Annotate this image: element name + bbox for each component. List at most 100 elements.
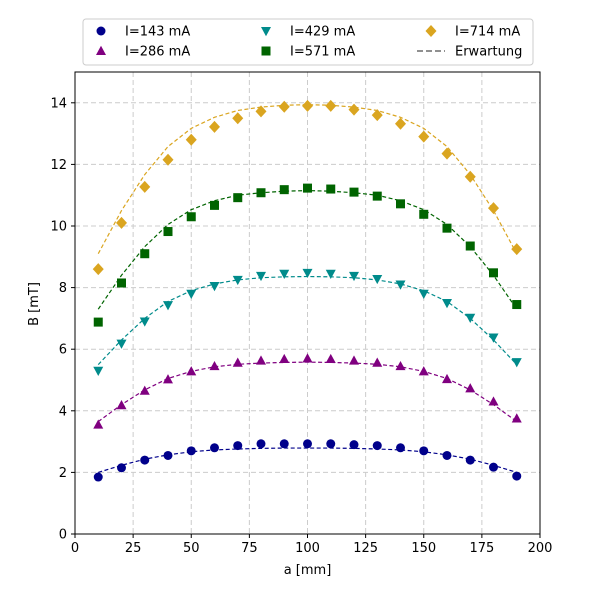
data-point bbox=[139, 385, 150, 395]
x-tick-label: 25 bbox=[125, 541, 142, 556]
legend-label: I=571 mA bbox=[290, 45, 355, 60]
data-point bbox=[302, 268, 313, 279]
legend-marker bbox=[425, 25, 437, 37]
data-markers bbox=[92, 99, 523, 482]
data-point bbox=[488, 396, 499, 406]
data-point bbox=[326, 184, 336, 194]
data-point bbox=[395, 360, 406, 371]
data-point bbox=[511, 243, 523, 256]
data-point bbox=[163, 301, 173, 311]
data-point bbox=[488, 202, 499, 215]
x-tick-label: 100 bbox=[295, 541, 320, 556]
data-point bbox=[349, 440, 359, 450]
data-point bbox=[116, 216, 127, 229]
data-point bbox=[441, 147, 453, 160]
data-point bbox=[325, 99, 337, 112]
data-point bbox=[465, 383, 476, 393]
series-1 bbox=[93, 439, 522, 482]
data-point bbox=[465, 455, 475, 465]
data-point bbox=[442, 223, 452, 233]
legend-marker bbox=[261, 27, 271, 37]
legend-label: I=429 mA bbox=[290, 25, 355, 40]
data-point bbox=[396, 443, 405, 453]
data-point bbox=[186, 289, 197, 299]
data-point bbox=[209, 282, 220, 292]
data-point bbox=[186, 366, 197, 376]
data-point bbox=[302, 99, 313, 112]
y-axis: 0 2 4 6 8 10 12 14 bbox=[50, 96, 75, 543]
data-point bbox=[139, 317, 150, 327]
y-tick-label: 8 bbox=[59, 281, 67, 296]
data-point bbox=[489, 462, 498, 472]
data-point bbox=[139, 180, 151, 193]
data-point bbox=[371, 109, 383, 122]
data-point bbox=[303, 439, 312, 449]
legend: I=143 mA I=286 mA I=429 mA I=571 mA I=714 mA… bbox=[82, 18, 534, 66]
data-point bbox=[256, 188, 266, 198]
data-point bbox=[372, 441, 382, 451]
data-point bbox=[256, 271, 266, 282]
data-point bbox=[511, 358, 522, 368]
x-tick-label: 0 bbox=[71, 541, 79, 556]
data-point bbox=[92, 263, 104, 276]
data-point bbox=[325, 269, 336, 279]
x-tick-label: 200 bbox=[528, 541, 553, 556]
data-point bbox=[442, 450, 452, 460]
y-axis-label: B [mT] bbox=[27, 282, 42, 326]
data-point bbox=[279, 269, 290, 279]
grid bbox=[75, 72, 540, 534]
series-4 bbox=[93, 183, 522, 327]
legend-marker bbox=[261, 46, 271, 56]
data-point bbox=[185, 133, 197, 146]
data-point bbox=[256, 439, 266, 449]
x-tick-label: 175 bbox=[469, 541, 494, 556]
data-point bbox=[93, 366, 104, 376]
data-point bbox=[489, 268, 498, 278]
data-point bbox=[232, 357, 243, 367]
data-point bbox=[349, 187, 359, 197]
data-point bbox=[326, 439, 336, 449]
data-point bbox=[372, 274, 383, 285]
data-point bbox=[511, 413, 522, 423]
data-point bbox=[162, 153, 174, 166]
x-tick-label: 150 bbox=[411, 541, 436, 556]
data-point bbox=[419, 209, 429, 219]
legend-label: I=143 mA bbox=[125, 25, 190, 40]
y-tick-label: 4 bbox=[59, 404, 67, 419]
x-tick-label: 75 bbox=[241, 541, 258, 556]
data-point bbox=[349, 271, 359, 282]
data-point bbox=[349, 355, 359, 365]
data-point bbox=[163, 450, 173, 460]
legend-box bbox=[82, 18, 534, 66]
data-point bbox=[442, 299, 452, 309]
data-point bbox=[163, 374, 173, 384]
data-point bbox=[116, 400, 127, 410]
data-point bbox=[465, 241, 475, 251]
x-tick-label: 50 bbox=[183, 541, 200, 556]
y-tick-label: 10 bbox=[50, 220, 67, 235]
series-2 bbox=[93, 353, 522, 429]
data-point bbox=[93, 472, 103, 482]
y-tick-label: 12 bbox=[50, 158, 67, 173]
data-point bbox=[372, 191, 382, 201]
legend-label: I=714 mA bbox=[455, 25, 520, 40]
data-point bbox=[279, 439, 289, 449]
data-point bbox=[512, 300, 522, 310]
data-point bbox=[233, 193, 243, 203]
data-point bbox=[279, 353, 290, 364]
data-point bbox=[325, 353, 336, 364]
data-point bbox=[117, 278, 126, 288]
y-tick-label: 6 bbox=[59, 343, 67, 358]
data-point bbox=[396, 199, 405, 209]
legend-marker bbox=[96, 45, 106, 55]
data-point bbox=[442, 373, 452, 384]
data-point bbox=[210, 443, 219, 453]
y-tick-label: 14 bbox=[50, 96, 67, 111]
data-point bbox=[232, 275, 243, 286]
series-5 bbox=[92, 99, 523, 276]
data-point bbox=[140, 455, 150, 465]
data-point bbox=[418, 366, 429, 376]
data-point bbox=[116, 339, 127, 349]
y-tick-label: 0 bbox=[59, 528, 67, 543]
